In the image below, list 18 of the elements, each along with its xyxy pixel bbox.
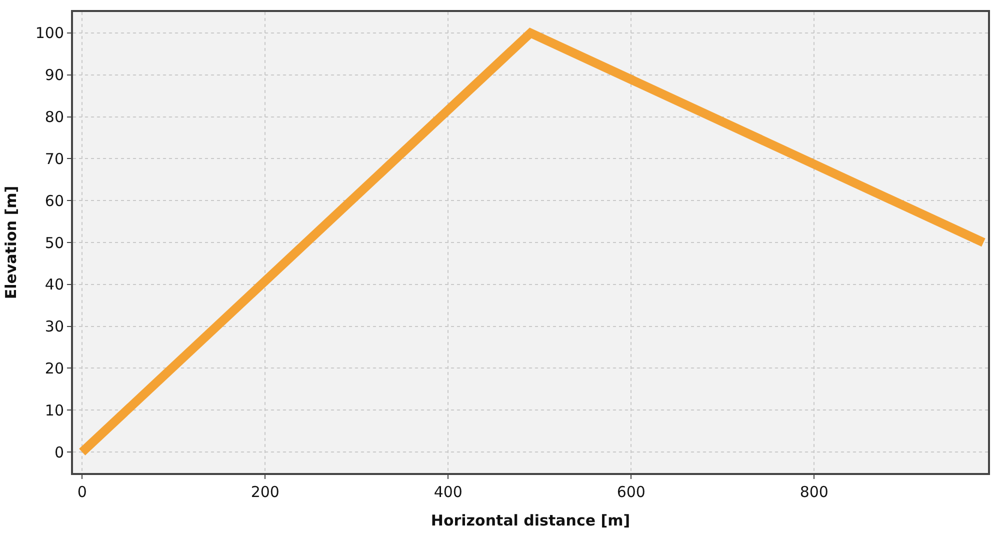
y-tick-label: 90 (44, 66, 64, 84)
y-tick-label: 80 (44, 108, 64, 126)
y-axis-title: Elevation [m] (2, 186, 20, 300)
x-tick-label: 0 (77, 483, 87, 501)
x-tick-label: 800 (800, 483, 828, 501)
y-tick-label: 0 (54, 443, 64, 462)
y-tick-label: 50 (44, 234, 64, 252)
y-tick-label: 10 (44, 401, 64, 420)
x-tick-label: 400 (434, 483, 462, 501)
y-tick-label: 20 (44, 359, 64, 378)
y-tick-label: 40 (44, 276, 64, 294)
y-tick-label: 100 (35, 24, 64, 42)
y-tick-label: 30 (44, 318, 64, 336)
x-tick-label: 600 (616, 483, 646, 501)
x-tick-label: 200 (250, 483, 280, 501)
x-axis-title: Horizontal distance [m] (430, 512, 630, 530)
y-tick-label: 60 (44, 192, 64, 210)
y-tick-label: 70 (44, 150, 64, 168)
